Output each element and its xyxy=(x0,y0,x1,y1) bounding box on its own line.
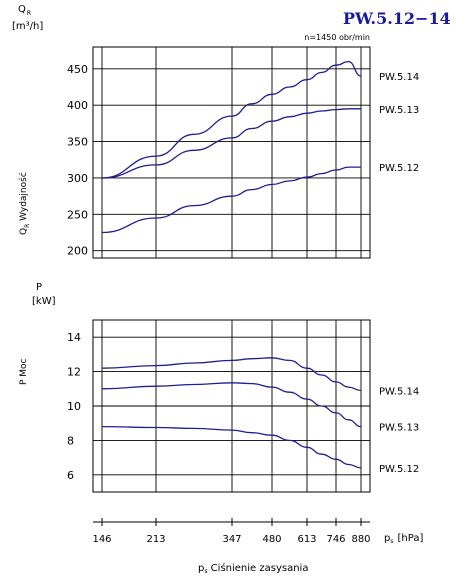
x-tick-label-613: 613 xyxy=(297,534,316,545)
top-y-symbol: QR xyxy=(18,4,31,17)
bottom-y-symbol: P xyxy=(36,282,42,293)
top-series-label-pw514: PW.5.14 xyxy=(379,72,419,83)
x-unit-sub: s xyxy=(390,538,393,545)
top-y-symbol-sub: R xyxy=(27,10,31,17)
top-side-q: Q xyxy=(19,228,29,235)
top-ytick-label-250: 250 xyxy=(67,208,88,221)
bottom-series-label-pw514: PW.5.14 xyxy=(379,387,419,398)
x-tick-label-213: 213 xyxy=(146,534,165,545)
bottom-series-label-pw513: PW.5.13 xyxy=(379,423,419,434)
chart-title: PW.5.12−14 xyxy=(343,9,451,28)
bottom-ytick-label-14: 14 xyxy=(67,331,81,344)
bottom-series-label-pw512: PW.5.12 xyxy=(379,464,419,475)
x-axis-sub: s xyxy=(204,568,207,575)
x-unit-bracket: [hPa] xyxy=(398,533,424,544)
top-series-label-pw513: PW.5.13 xyxy=(379,105,419,116)
top-series-line-pw512 xyxy=(101,166,361,234)
top-ytick-label-400: 400 xyxy=(67,99,88,112)
top-y-symbol-q: Q xyxy=(18,4,26,15)
x-axis-title: ps Ciśnienie zasysania xyxy=(198,562,308,575)
top-ytick-label-300: 300 xyxy=(67,172,88,185)
top-y-unit: [m³/h] xyxy=(12,21,43,32)
bottom-series-line-pw514 xyxy=(101,357,362,392)
top-ytick-label-200: 200 xyxy=(67,245,88,258)
top-series-line-pw513 xyxy=(101,108,361,179)
bottom-y-side-label: P Moc xyxy=(19,358,29,385)
top-series-line-pw514 xyxy=(101,60,362,179)
bottom-ytick-label-12: 12 xyxy=(67,366,81,379)
x-tick-label-146: 146 xyxy=(92,534,111,545)
top-ytick-label-450: 450 xyxy=(67,63,88,76)
x-unit-label: ps [hPa] xyxy=(384,533,423,545)
x-axis-p: p xyxy=(198,563,204,574)
x-tick-label-480: 480 xyxy=(262,534,281,545)
x-tick-label-880: 880 xyxy=(351,534,370,545)
bottom-ytick-label-10: 10 xyxy=(67,400,81,413)
speed-note: n=1450 obr/min xyxy=(304,33,370,42)
x-unit-p: p xyxy=(384,533,390,544)
x-axis-text: Ciśnienie zasysania xyxy=(208,562,309,574)
x-tick-label-347: 347 xyxy=(222,534,241,545)
top-series-label-pw512: PW.5.12 xyxy=(379,163,419,174)
top-plot-frame xyxy=(92,46,371,259)
bottom-series-line-pw513 xyxy=(101,382,362,428)
bottom-y-unit: [kW] xyxy=(32,296,56,307)
top-side-sub: R xyxy=(24,224,31,228)
x-tick-label-746: 746 xyxy=(326,534,345,545)
top-y-side-label: QR Wydajność xyxy=(18,172,31,235)
top-ytick-label-350: 350 xyxy=(67,136,88,149)
top-side-text: Wydajność xyxy=(18,172,29,224)
bottom-ytick-label-8: 8 xyxy=(67,434,74,447)
bottom-series-line-pw512 xyxy=(101,425,362,469)
bottom-ytick-label-6: 6 xyxy=(67,469,74,482)
